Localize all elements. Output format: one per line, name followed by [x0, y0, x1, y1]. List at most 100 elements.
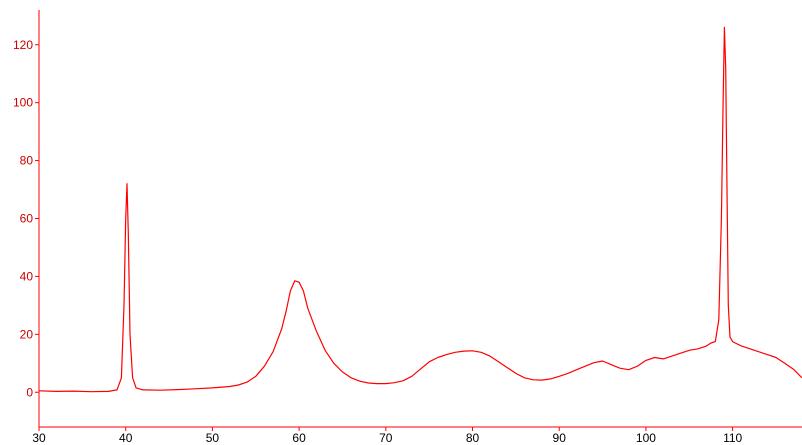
data-point: [576, 369, 577, 370]
data-point: [294, 280, 295, 281]
data-point: [711, 343, 712, 344]
data-point: [724, 27, 725, 28]
data-point: [117, 389, 118, 390]
data-point: [784, 363, 785, 364]
data-point: [429, 361, 430, 362]
data-point: [411, 376, 412, 377]
data-point: [741, 345, 742, 346]
data-point: [593, 362, 594, 363]
x-axis-ticks: 30 40 50 60 70 80 90 100 110: [32, 427, 743, 445]
x-tick-label: 80: [466, 431, 480, 445]
data-point: [385, 383, 386, 384]
data-point: [299, 282, 300, 283]
data-point: [776, 357, 777, 358]
data-point: [420, 369, 421, 370]
data-point: [351, 377, 352, 378]
y-tick-label: 20: [20, 327, 34, 341]
data-point: [715, 341, 716, 342]
data-point: [515, 373, 516, 374]
data-point: [689, 350, 690, 351]
y-tick-label: 40: [20, 269, 34, 283]
x-tick-label: 40: [119, 431, 133, 445]
data-point: [735, 343, 736, 344]
data-point: [489, 356, 490, 357]
data-point: [229, 386, 230, 387]
data-point: [303, 290, 304, 291]
data-point: [628, 369, 629, 370]
y-tick-label: 0: [26, 385, 33, 399]
data-point: [732, 341, 733, 342]
data-point: [316, 331, 317, 332]
data-point: [281, 328, 282, 329]
data-point: [611, 364, 612, 365]
data-point: [238, 385, 239, 386]
data-point: [121, 377, 122, 378]
data-point: [333, 363, 334, 364]
data-point: [723, 102, 724, 103]
data-point: [645, 360, 646, 361]
y-tick-label: 120: [13, 38, 33, 52]
data-point: [307, 308, 308, 309]
data-point: [498, 361, 499, 362]
data-point: [767, 354, 768, 355]
data-point: [698, 348, 699, 349]
data-point: [567, 373, 568, 374]
x-tick-label: 90: [553, 431, 567, 445]
data-point: [793, 369, 794, 370]
data-point: [730, 337, 731, 338]
x-tick-label: 30: [32, 431, 46, 445]
data-point: [286, 311, 287, 312]
data-point: [481, 352, 482, 353]
y-axis-ticks: 0 20 40 60 80 100 120: [13, 38, 39, 399]
y-tick-label: 80: [20, 154, 34, 168]
data-point: [463, 351, 464, 352]
data-point: [559, 376, 560, 377]
x-tick-label: 70: [379, 431, 393, 445]
data-point: [136, 387, 137, 388]
data-point: [524, 377, 525, 378]
data-point: [273, 351, 274, 352]
data-point: [394, 382, 395, 383]
data-point: [73, 391, 74, 392]
axes: [38, 10, 802, 428]
data-point: [128, 233, 129, 234]
data-point: [718, 319, 719, 320]
data-point: [437, 357, 438, 358]
data-point: [290, 290, 291, 291]
data-point: [255, 376, 256, 377]
data-point: [727, 189, 728, 190]
series-line: [38, 26, 802, 393]
data-point: [446, 354, 447, 355]
data-point: [663, 358, 664, 359]
data-point: [637, 366, 638, 367]
x-tick-label: 60: [292, 431, 306, 445]
data-point: [680, 353, 681, 354]
data-point: [325, 350, 326, 351]
data-point: [725, 67, 726, 68]
x-tick-label: 100: [636, 431, 656, 445]
data-point: [619, 368, 620, 369]
data-point: [368, 383, 369, 384]
data-point: [758, 351, 759, 352]
data-point: [654, 357, 655, 358]
data-point: [160, 390, 161, 391]
data-point: [721, 218, 722, 219]
data-point: [91, 391, 92, 392]
data-point: [359, 381, 360, 382]
data-point: [212, 387, 213, 388]
data-point: [130, 334, 131, 335]
data-point: [264, 366, 265, 367]
data-point: [247, 382, 248, 383]
series-layer: [38, 26, 802, 393]
data-point: [455, 352, 456, 353]
x-tick-label: 110: [723, 431, 742, 445]
data-point: [195, 388, 196, 389]
data-point: [403, 380, 404, 381]
data-point: [706, 345, 707, 346]
data-point: [39, 390, 40, 391]
data-point: [143, 389, 144, 390]
data-point: [728, 305, 729, 306]
x-tick-label: 50: [206, 431, 220, 445]
data-point: [533, 379, 534, 380]
